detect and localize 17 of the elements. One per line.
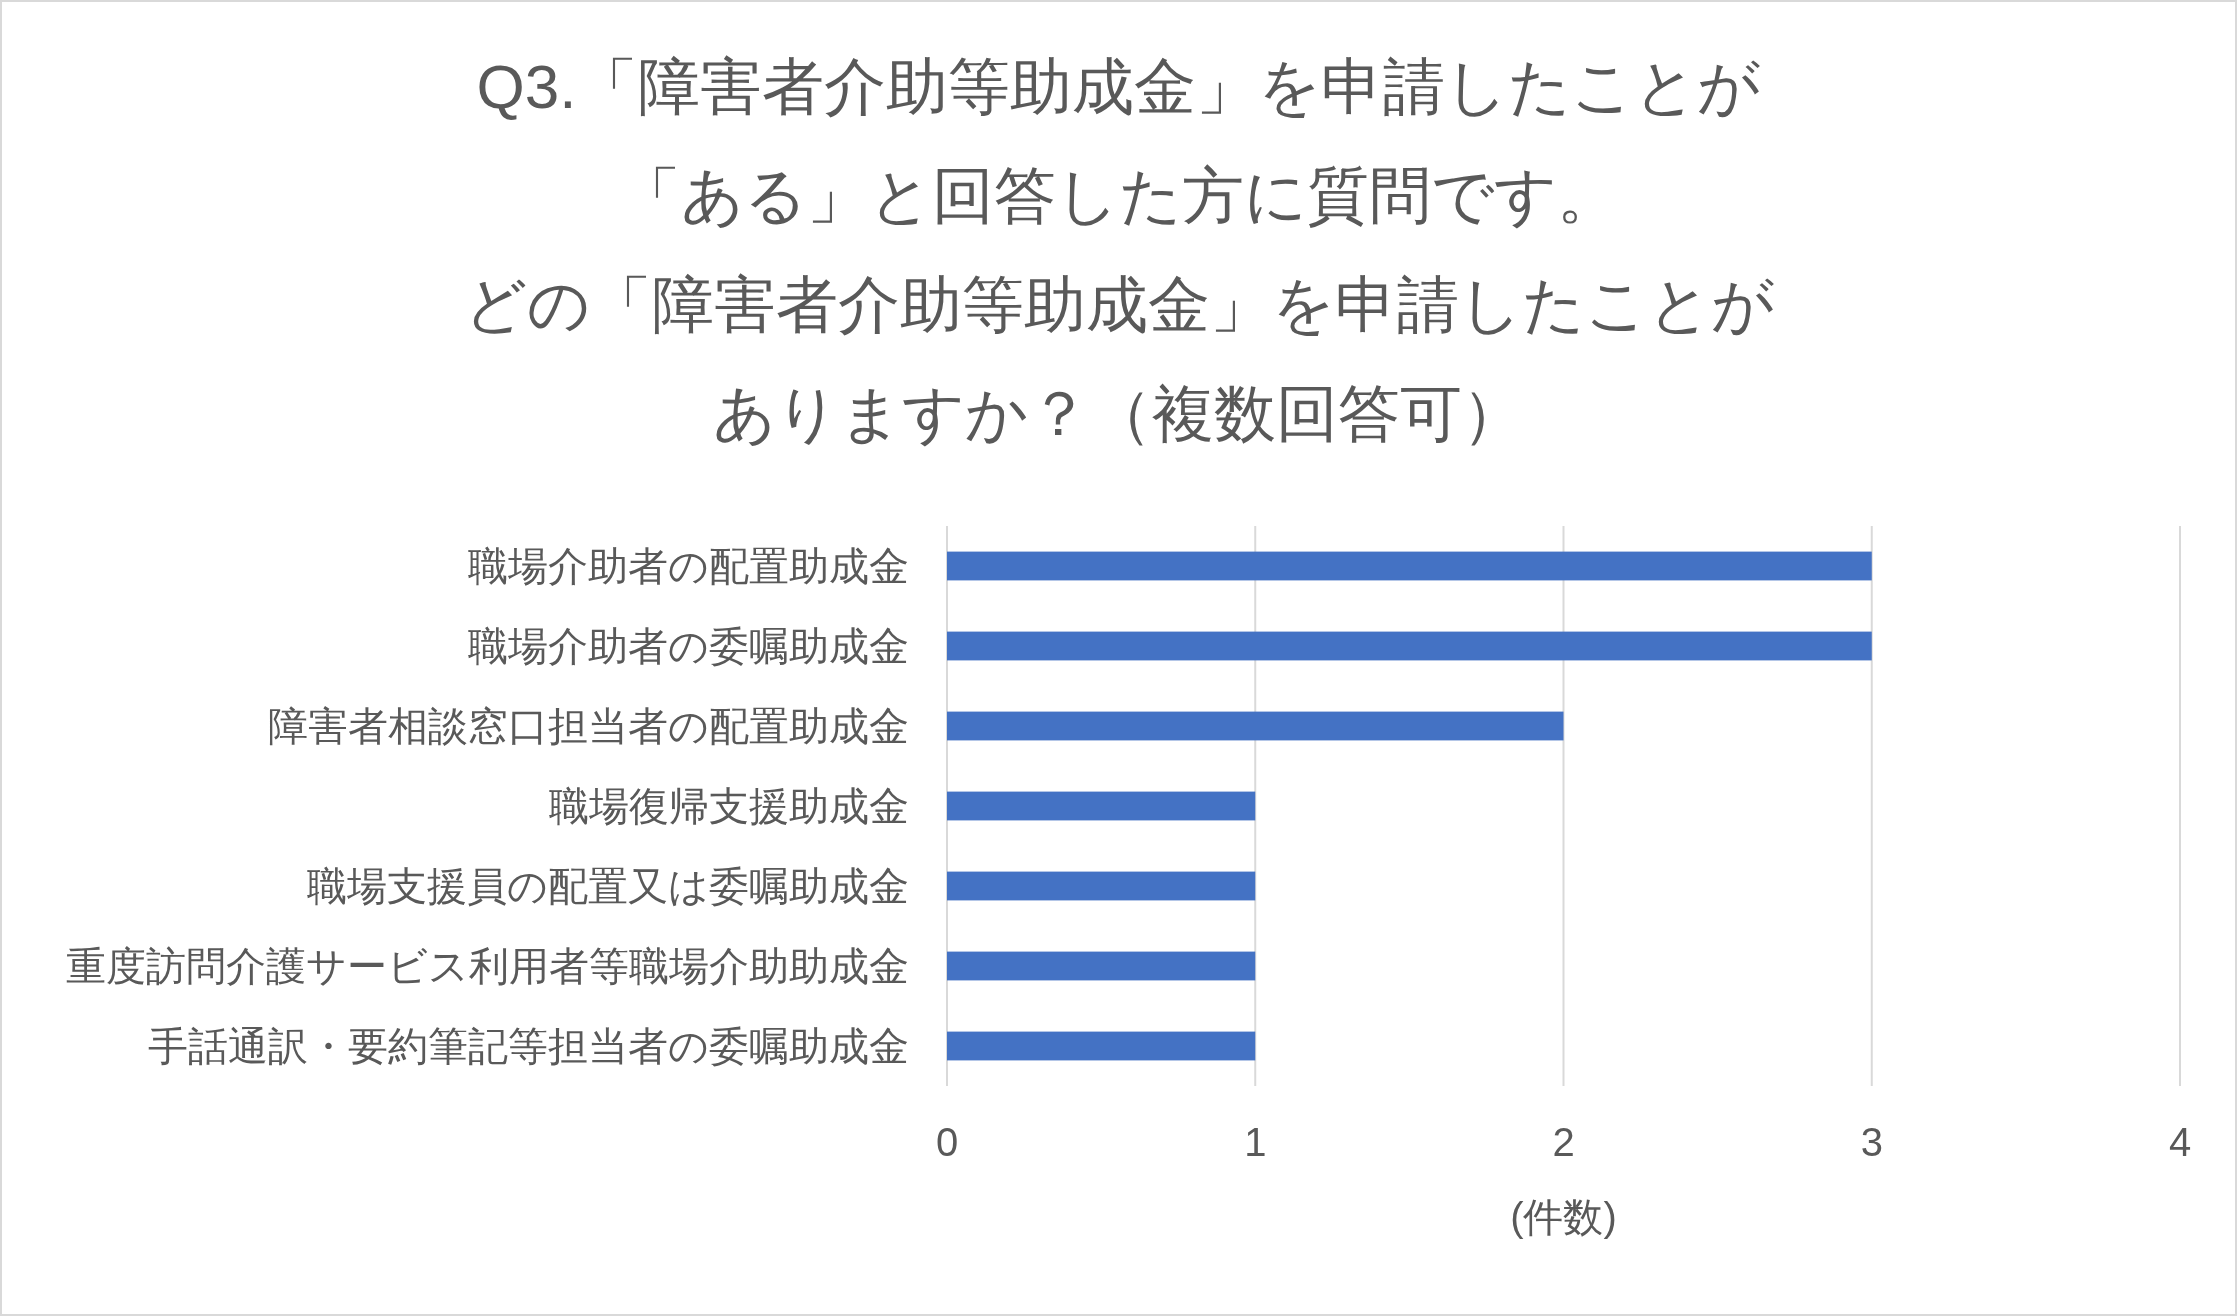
x-tick: 2 (1552, 1120, 1575, 1164)
title: Q3.「障害者介助等助成金」を申請したことが (476, 52, 1761, 121)
x-tick: 4 (2168, 1120, 2192, 1164)
category: 職場介助者の委嘱助成金 (468, 624, 909, 668)
title: 「ある」と回答した方に質問です。 (618, 161, 1619, 230)
category: 障害者相談窓口担当者の配置助成金 (268, 704, 909, 748)
x-tick: 0 (935, 1120, 959, 1164)
x-tick: 1 (1244, 1120, 1267, 1164)
category: 職場介助者の配置助成金 (468, 544, 909, 588)
xlabel: (件数) (1510, 1195, 1617, 1239)
category: 職場支援員の配置又は委嘱助成金 (307, 864, 909, 908)
title: ありますか？（複数回答可） (713, 379, 1524, 448)
category: 手話通訳・要約筆記等担当者の委嘱助成金 (148, 1024, 909, 1068)
category: 重度訪問介護サービス利用者等職場介助助成金 (66, 944, 909, 988)
category: 職場復帰支援助成金 (549, 784, 909, 828)
title: どの「障害者介助等助成金」を申請したことが (463, 270, 1774, 339)
x-tick: 3 (1860, 1120, 1883, 1164)
